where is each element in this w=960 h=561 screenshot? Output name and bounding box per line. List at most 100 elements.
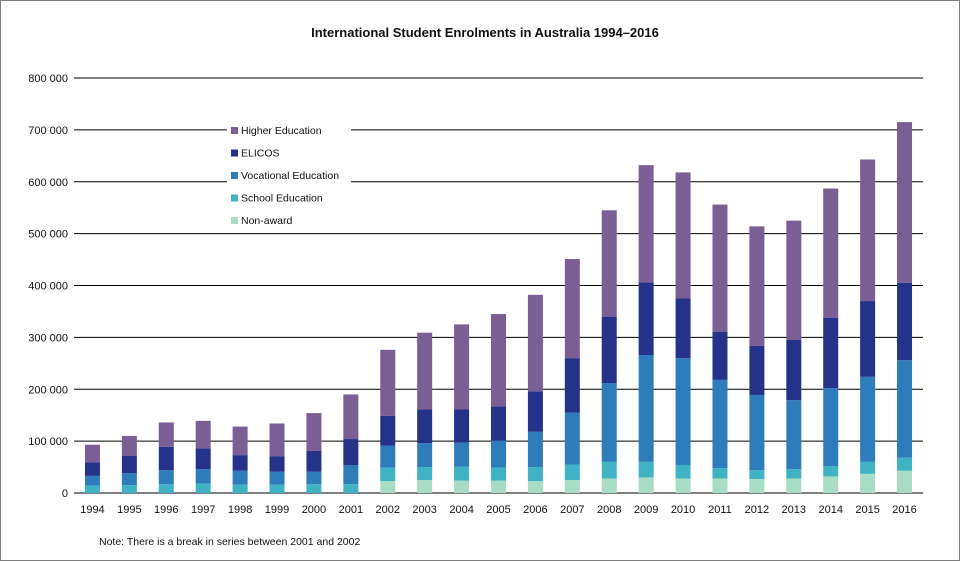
x-tick-label: 2008 (597, 504, 621, 516)
x-tick-label: 1999 (265, 504, 289, 516)
bar-segment (823, 466, 839, 477)
y-tick-label: 200 000 (28, 384, 68, 396)
bar-stack-2005 (491, 314, 506, 493)
bar-segment (712, 478, 728, 493)
bar-stack-1998 (232, 426, 248, 493)
bar-segment (860, 376, 876, 462)
bar-segment (638, 355, 654, 462)
bar-segment (121, 473, 137, 486)
bar-segment (601, 478, 617, 493)
bar-segment (786, 220, 802, 340)
bar-segment (454, 324, 470, 410)
bar-segment (417, 480, 433, 493)
bar-segment (121, 485, 137, 493)
y-tick-label: 0 (62, 488, 68, 500)
bar-segment (712, 468, 728, 479)
bar-segment (860, 159, 876, 302)
bar-segment (749, 345, 765, 395)
bar-segment (195, 469, 211, 484)
bar-segment (491, 480, 506, 493)
bar-stack-2002 (380, 349, 396, 493)
bar-segment (269, 456, 285, 472)
bar-stack-1995 (121, 435, 137, 493)
bar-segment (638, 461, 654, 478)
bar-segment (638, 165, 654, 283)
bar-segment (158, 446, 174, 471)
bar-segment (527, 391, 543, 432)
chart-note: Note: There is a break in series between… (99, 536, 360, 548)
x-tick-label: 2001 (339, 504, 363, 516)
bar-segment (232, 470, 248, 485)
bar-segment (564, 464, 580, 481)
bar-segment (749, 226, 765, 346)
bar-segment (84, 462, 100, 476)
legend-label: ELICOS (241, 148, 280, 160)
y-tick-label: 100 000 (28, 436, 68, 448)
bar-segment (601, 461, 617, 479)
x-tick-label: 2002 (376, 504, 400, 516)
bar-segment (897, 470, 913, 493)
bar-stack-2008 (601, 210, 617, 493)
legend-swatch (231, 217, 238, 224)
x-tick-label: 2006 (523, 504, 547, 516)
legend-item: Non-award (231, 215, 293, 227)
x-tick-label: 2000 (302, 504, 326, 516)
bar-segment (343, 464, 359, 485)
bar-segment (601, 210, 617, 317)
bar-segment (786, 469, 802, 479)
bar-stack-1997 (195, 420, 211, 493)
bar-segment (269, 484, 285, 493)
legend-label: School Education (241, 193, 323, 205)
y-tick-label: 800 000 (28, 73, 68, 85)
bar-stack-2014 (823, 188, 839, 493)
x-tick-label: 2016 (892, 504, 916, 516)
bar-stack-2004 (454, 324, 470, 493)
legend-background (227, 120, 351, 232)
bar-segment (786, 400, 802, 470)
x-tick-label: 1994 (80, 504, 104, 516)
bar-segment (564, 358, 580, 413)
bar-segment (675, 298, 691, 359)
legend-label: Non-award (241, 215, 293, 227)
bar-stack-2016 (897, 122, 913, 493)
bar-segment (749, 478, 765, 493)
chart-title: International Student Enrolments in Aust… (311, 25, 659, 40)
x-tick-label: 2009 (634, 504, 658, 516)
y-tick-label: 300 000 (28, 332, 68, 344)
x-tick-label: 2012 (745, 504, 769, 516)
y-tick-label: 500 000 (28, 229, 68, 241)
bar-segment (121, 435, 137, 456)
x-tick-label: 1996 (154, 504, 178, 516)
x-axis-tick-labels: 1994 1995 1996 1997 1998 1999 2000 2001 2002 2003… (80, 504, 917, 516)
bar-stack-2003 (417, 332, 433, 493)
bar-segment (823, 188, 839, 318)
bar-stack-1999 (269, 423, 285, 493)
x-tick-label: 2003 (412, 504, 436, 516)
bar-segment (712, 331, 728, 380)
bar-segment (158, 470, 174, 485)
bar-segment (638, 477, 654, 493)
bar-segment (712, 379, 728, 469)
x-tick-label: 2010 (671, 504, 695, 516)
bar-segment (380, 415, 396, 446)
bar-segment (343, 394, 359, 440)
bar-segment (897, 282, 913, 361)
bar-segment (343, 439, 359, 465)
bar-segment (417, 467, 433, 481)
bar-segment (380, 349, 396, 416)
bar-stack-2007 (564, 259, 580, 493)
bar-segment (306, 413, 322, 451)
x-tick-label: 2015 (855, 504, 879, 516)
bar-segment (675, 464, 691, 479)
bar-segment (675, 358, 691, 465)
bar-segment (564, 412, 580, 465)
legend-item: School Education (231, 193, 323, 205)
x-tick-label: 2013 (782, 504, 806, 516)
bar-segment (601, 316, 617, 384)
bar-segment (195, 483, 211, 493)
legend-swatch (231, 194, 238, 202)
bar-segment (491, 467, 506, 481)
bar-stack-2009 (638, 165, 654, 493)
bar-segment (84, 475, 100, 486)
bar-segment (343, 484, 359, 493)
